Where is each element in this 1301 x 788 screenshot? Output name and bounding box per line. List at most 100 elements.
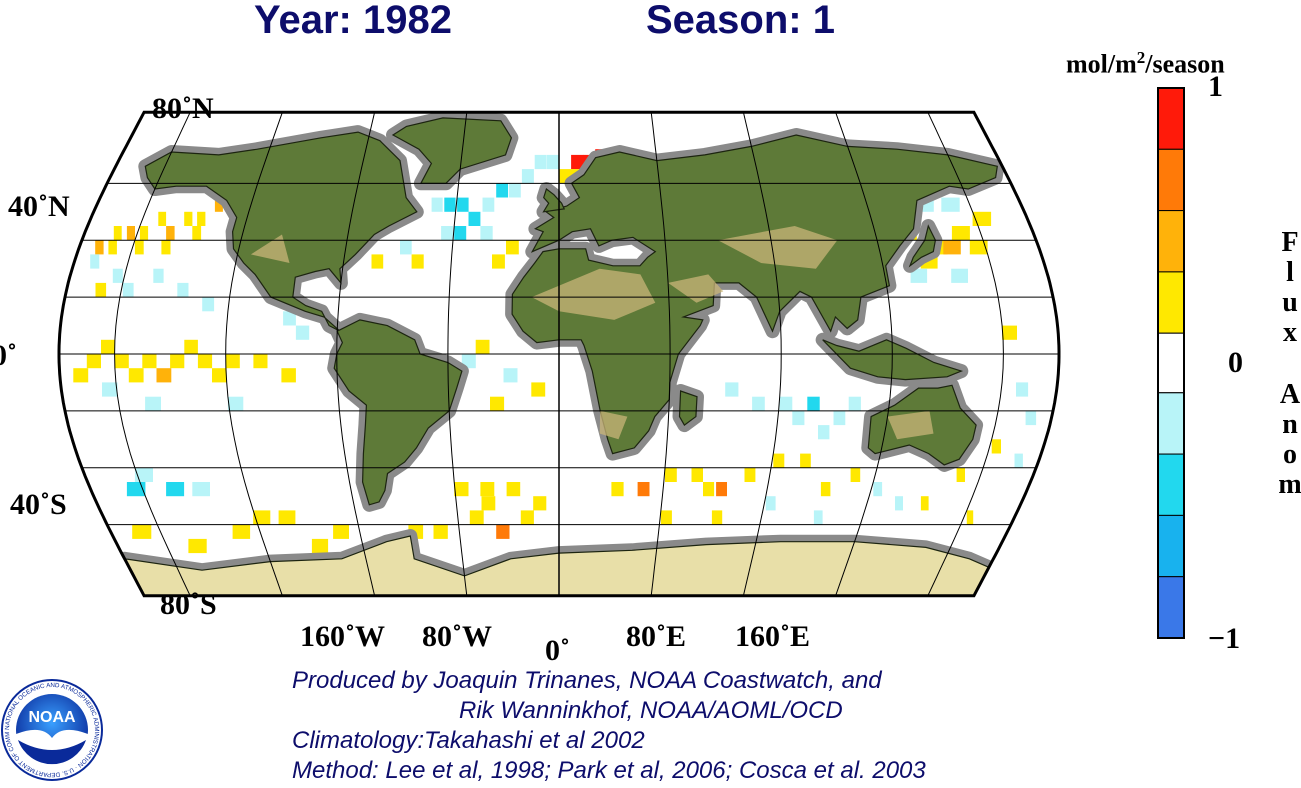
lat-label-40n: 40˚N xyxy=(8,190,70,223)
anomaly-cell xyxy=(534,154,547,170)
anomaly-cell xyxy=(496,524,510,539)
anomaly-cell xyxy=(482,197,495,212)
anomaly-cell xyxy=(166,226,175,241)
japan xyxy=(908,224,937,268)
season-title: Season: 1 xyxy=(646,0,835,42)
anomaly-cell xyxy=(665,467,677,482)
anomaly-cell xyxy=(411,254,424,269)
lat-label-40s: 40˚S xyxy=(10,488,67,521)
anomaly-cell xyxy=(531,382,546,397)
anomaly-cell xyxy=(910,268,928,283)
credit-line-1: Produced by Joaquin Trinanes, NOAA Coast… xyxy=(292,667,882,694)
anomaly-cell xyxy=(114,354,129,369)
anomaly-cell xyxy=(281,368,296,383)
anomaly-cell xyxy=(454,226,467,241)
graticule-meridian xyxy=(225,112,283,596)
anomaly-cell xyxy=(461,354,476,369)
lon-label-80w: 80˚W xyxy=(422,620,492,653)
anomaly-cell xyxy=(197,211,206,226)
anomaly-cell xyxy=(820,482,831,497)
anomaly-cell xyxy=(533,496,547,511)
anomaly-cell xyxy=(295,325,310,340)
graticule-meridian xyxy=(336,112,376,596)
anomaly-cell xyxy=(991,439,1001,454)
anomaly-cell xyxy=(188,538,207,554)
anomaly-cell xyxy=(941,197,960,212)
anomaly-cell xyxy=(101,339,115,354)
anomaly-cell xyxy=(496,183,508,198)
anomaly-cell xyxy=(725,382,739,397)
anomaly-cell xyxy=(113,226,122,241)
anomaly-cell xyxy=(520,510,534,525)
colorbar-min-label: −1 xyxy=(1208,622,1241,655)
anomaly-cell xyxy=(128,368,144,383)
anomaly-cell xyxy=(311,538,329,554)
colorbar-mid-label: 0 xyxy=(1228,346,1243,379)
terrain-highlight xyxy=(250,234,290,263)
anomaly-cell xyxy=(895,496,903,511)
anomaly-cell xyxy=(956,467,965,482)
anomaly-cell xyxy=(333,524,349,539)
anomaly-cell xyxy=(818,425,830,440)
anomaly-cell xyxy=(873,482,883,497)
noaa-logo-text: NOAA xyxy=(28,709,76,726)
anomaly-cell xyxy=(202,297,215,312)
anomaly-cell xyxy=(1014,453,1023,468)
colorbar-bin xyxy=(1157,392,1185,455)
colorbar-bin xyxy=(1157,453,1185,516)
colorbar-bin xyxy=(1157,576,1185,639)
anomaly-cell xyxy=(546,154,559,170)
colorbar-frame xyxy=(1157,87,1185,639)
anomaly-cell xyxy=(966,510,974,525)
anomaly-cell xyxy=(490,396,505,411)
greenland xyxy=(391,117,513,184)
anomaly-cell xyxy=(145,396,161,411)
credit-line-3: Climatology:Takahashi et al 2002 xyxy=(292,727,645,754)
anomaly-cell xyxy=(73,368,89,383)
anomaly-cell xyxy=(139,226,149,241)
anomaly-cell xyxy=(86,354,101,369)
anomaly-cell xyxy=(943,240,961,255)
anomaly-cell xyxy=(481,496,496,511)
terrain-highlight xyxy=(599,410,628,440)
anomaly-cell xyxy=(480,226,493,241)
anomaly-cell xyxy=(506,482,521,497)
lat-label-80n: 80˚N xyxy=(152,92,214,125)
noaa-logo: NOAA NATIONAL OCEANIC AND ATMOSPHERIC AD… xyxy=(1,679,103,781)
anomaly-cell xyxy=(431,197,443,212)
anomaly-cell xyxy=(433,524,448,539)
anomaly-cell xyxy=(142,354,157,369)
graticule-meridian xyxy=(447,112,468,596)
anomaly-cell xyxy=(492,254,505,269)
lon-label-160e: 160˚E xyxy=(735,620,810,653)
anomaly-cell xyxy=(161,240,171,255)
anomaly-cell xyxy=(112,268,123,283)
colorbar-bin xyxy=(1157,87,1185,150)
anomaly-cell xyxy=(503,368,518,383)
anomaly-cell xyxy=(480,482,495,497)
anomaly-cell xyxy=(444,197,456,212)
credit-line-2: Rik Wanninkhof, NOAA/AOML/OCD xyxy=(459,697,843,724)
anomaly-cell xyxy=(400,240,412,255)
lat-label-80s: 80˚S xyxy=(160,588,217,621)
anomaly-cell xyxy=(126,226,135,241)
anomaly-cell xyxy=(1016,382,1029,397)
anomaly-cell xyxy=(848,396,861,411)
anomaly-cell xyxy=(611,482,624,497)
anomaly-cell xyxy=(134,467,153,482)
anomaly-cell xyxy=(475,339,490,354)
anomaly-cell xyxy=(508,183,521,198)
credits: Produced by Joaquin Trinanes, NOAA Coast… xyxy=(292,666,926,786)
anomaly-cell xyxy=(716,482,727,497)
flux-anomaly-cells xyxy=(73,149,1037,554)
lat-label-equator: 0˚ xyxy=(0,339,17,372)
anomaly-cell xyxy=(920,496,929,511)
anomaly-cell xyxy=(192,226,202,241)
anomaly-cell xyxy=(779,396,793,411)
anomaly-cell xyxy=(850,467,861,482)
anomaly-cell xyxy=(170,354,185,369)
lon-label-160w: 160˚W xyxy=(300,620,385,653)
anomaly-cell xyxy=(158,211,167,226)
anomaly-cell xyxy=(371,254,384,269)
